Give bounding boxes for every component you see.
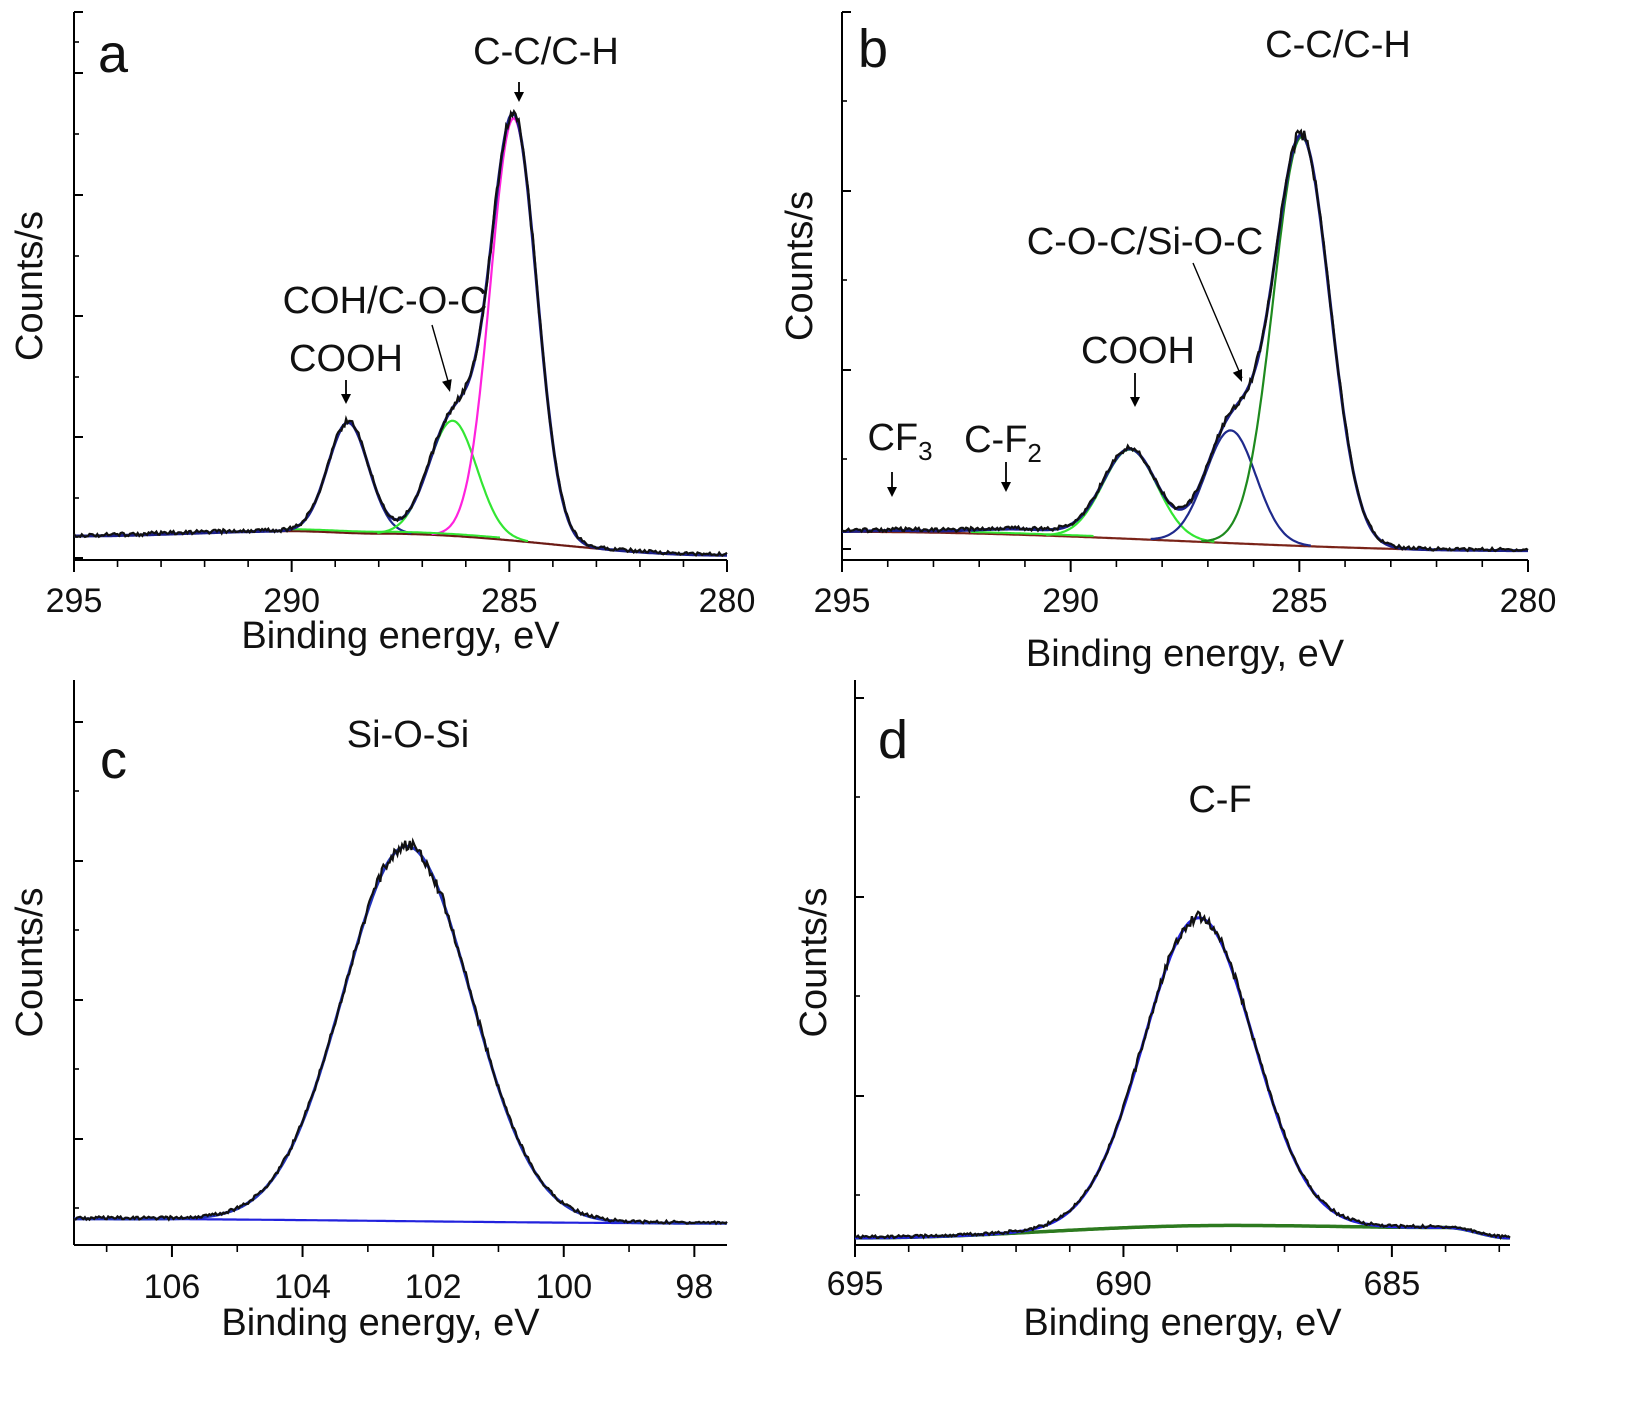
peak-label-subscript: 3 (918, 436, 932, 466)
x-tick-label: 295 (814, 582, 871, 620)
x-axis-title: Binding energy, eV (1023, 1302, 1342, 1344)
peak-label: C-C/C-H (1265, 24, 1411, 66)
panel-d: 695 690 685 Binding energy, eV Counts/s d C-F (793, 680, 1511, 1344)
panel-c: 106 104 102 100 98 Binding energy, eV Counts/s… (9, 680, 728, 1344)
x-tick-label: 104 (274, 1268, 331, 1306)
component-c-c-c-h (431, 117, 596, 549)
panel-b: 295 290 285 280 Binding energy, eV Counts/s b C… (779, 11, 1557, 675)
x-tick-label: 690 (1095, 1265, 1152, 1303)
down-arrow-icon (341, 394, 351, 404)
x-axis-title: Binding energy, eV (221, 1302, 540, 1344)
peak-label: C-F2 (964, 419, 1042, 468)
peak-label: COH/C-O-C (283, 280, 488, 322)
x-tick-label: 98 (675, 1268, 713, 1306)
down-arrow-icon (1001, 482, 1011, 492)
x-tick-label: 290 (263, 582, 320, 620)
peak-label-subscript: 2 (1027, 438, 1041, 468)
panel-letter: a (98, 24, 129, 84)
component-baseline-segment (283, 528, 501, 539)
measured-spectrum (73, 837, 728, 1226)
x-tick-label: 285 (481, 582, 538, 620)
panel-letter: b (858, 19, 888, 79)
x-axis-title: Binding energy, eV (241, 615, 560, 657)
x-tick-label: 102 (405, 1268, 462, 1306)
measured-spectrum (73, 108, 728, 558)
component-c-o-c-si-o-c (1150, 429, 1311, 547)
down-arrow-icon (887, 487, 897, 497)
down-arrow-icon (1130, 397, 1140, 407)
envelope-fit (74, 844, 727, 1225)
peak-label: CF3 (867, 417, 932, 466)
x-tick-label: 695 (827, 1265, 884, 1303)
x-axis-title: Binding energy, eV (1026, 633, 1345, 675)
x-tick-label: 295 (46, 582, 103, 620)
panel-letter: c (100, 730, 127, 790)
down-arrow-icon (514, 92, 524, 102)
peak-label: C-F (1188, 779, 1251, 821)
annotation-leader-line (1192, 262, 1243, 379)
peak-label: COOH (1081, 330, 1195, 372)
envelope-fit (74, 111, 727, 557)
x-tick-label: 685 (1364, 1265, 1421, 1303)
peak-label: C-C/C-H (473, 31, 619, 73)
panel-letter: d (878, 710, 908, 770)
panel-a: 295 290 285 280 Binding energy, eV Counts/s a C… (9, 11, 756, 657)
measured-spectrum (854, 910, 1511, 1241)
down-arrow-icon (442, 379, 452, 392)
peak-label: Si-O-Si (347, 714, 469, 756)
y-axis-title: Counts/s (793, 888, 835, 1038)
y-axis-title: Counts/s (9, 888, 51, 1038)
x-tick-label: 290 (1042, 582, 1099, 620)
y-axis-title: Counts/s (779, 191, 821, 341)
envelope-fit (855, 916, 1510, 1240)
peak-label: C-O-C/Si-O-C (1027, 221, 1263, 263)
x-tick-label: 106 (144, 1268, 201, 1306)
component-coh-c-o-c (377, 419, 529, 543)
y-axis-title: Counts/s (9, 211, 51, 361)
x-tick-label: 285 (1271, 582, 1328, 620)
component-c-c-c-h (1201, 136, 1401, 550)
component-cooh (1046, 448, 1215, 543)
x-tick-label: 100 (535, 1268, 592, 1306)
x-tick-label: 280 (699, 582, 756, 620)
peak-label: COOH (289, 338, 403, 380)
component-baseline-segment (971, 531, 1094, 537)
x-tick-label: 280 (1500, 582, 1557, 620)
down-arrow-icon (1232, 369, 1243, 382)
measured-spectrum (841, 128, 1529, 553)
annotation-leader-line (431, 324, 451, 389)
